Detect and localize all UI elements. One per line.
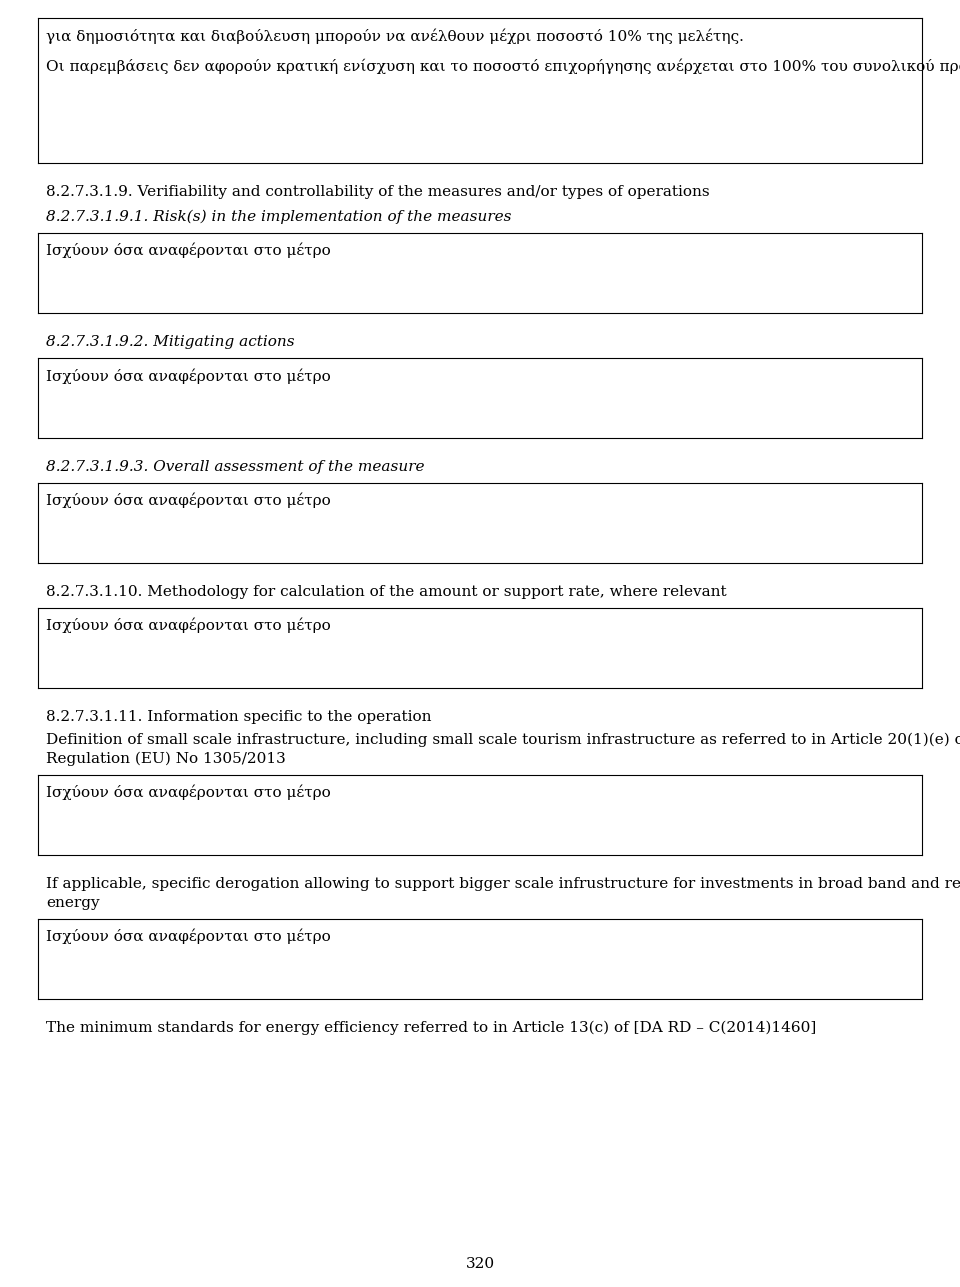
Text: Ισχύουν όσα αναφέρονται στο μέτρο: Ισχύουν όσα αναφέρονται στο μέτρο — [46, 785, 331, 801]
Text: Regulation (EU) No 1305/2013: Regulation (EU) No 1305/2013 — [46, 752, 286, 766]
Text: 8.2.7.3.1.9. Verifiability and controllability of the measures and/or types of o: 8.2.7.3.1.9. Verifiability and controlla… — [46, 185, 709, 199]
Text: 320: 320 — [466, 1257, 494, 1272]
Text: 8.2.7.3.1.11. Information specific to the operation: 8.2.7.3.1.11. Information specific to th… — [46, 710, 431, 725]
Text: Ισχύουν όσα αναφέρονται στο μέτρο: Ισχύουν όσα αναφέρονται στο μέτρο — [46, 618, 331, 633]
Text: Ισχύουν όσα αναφέρονται στο μέτρο: Ισχύουν όσα αναφέρονται στο μέτρο — [46, 243, 331, 259]
Text: 8.2.7.3.1.9.3. Overall assessment of the measure: 8.2.7.3.1.9.3. Overall assessment of the… — [46, 459, 424, 474]
Text: 8.2.7.3.1.10. Methodology for calculation of the amount or support rate, where r: 8.2.7.3.1.10. Methodology for calculatio… — [46, 586, 727, 598]
Text: Definition of small scale infrastructure, including small scale tourism infrastr: Definition of small scale infrastructure… — [46, 734, 960, 748]
Text: 8.2.7.3.1.9.2. Mitigating actions: 8.2.7.3.1.9.2. Mitigating actions — [46, 335, 295, 349]
Text: The minimum standards for energy efficiency referred to in Article 13(c) of [DA : The minimum standards for energy efficie… — [46, 1021, 816, 1035]
Text: Ισχύουν όσα αναφέρονται στο μέτρο: Ισχύουν όσα αναφέρονται στο μέτρο — [46, 493, 331, 508]
Text: energy: energy — [46, 896, 100, 910]
Text: If applicable, specific derogation allowing to support bigger scale infrustructu: If applicable, specific derogation allow… — [46, 876, 960, 891]
Text: 8.2.7.3.1.9.1. Risk(s) in the implementation of the measures: 8.2.7.3.1.9.1. Risk(s) in the implementa… — [46, 210, 512, 224]
Text: Ισχύουν όσα αναφέρονται στο μέτρο: Ισχύουν όσα αναφέρονται στο μέτρο — [46, 368, 331, 384]
Text: Οι παρεμβάσεις δεν αφορούν κρατική ενίσχυση και το ποσοστό επιχορήγησης ανέρχετα: Οι παρεμβάσεις δεν αφορούν κρατική ενίσχ… — [46, 58, 960, 73]
Text: Ισχύουν όσα αναφέρονται στο μέτρο: Ισχύουν όσα αναφέρονται στο μέτρο — [46, 929, 331, 945]
Text: για δημοσιότητα και διαβούλευση μπορούν να ανέλθουν μέχρι ποσοστό 10% της μελέτη: για δημοσιότητα και διαβούλευση μπορούν … — [46, 28, 744, 44]
